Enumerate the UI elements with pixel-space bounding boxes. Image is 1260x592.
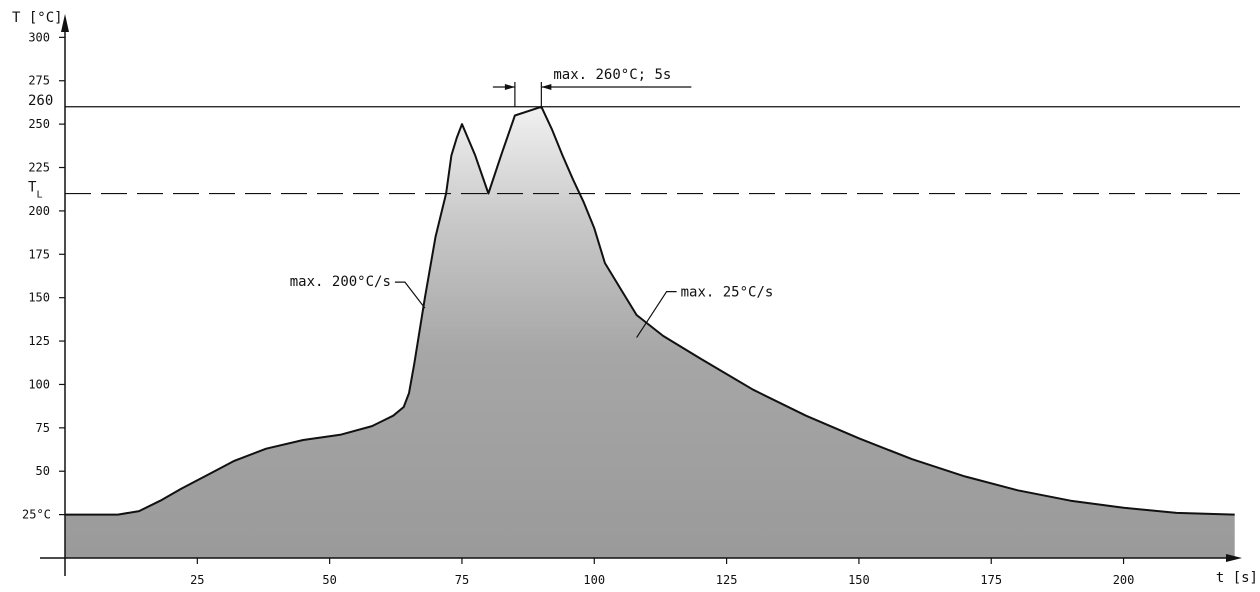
y-axis-title: T [°C] [12,10,63,26]
y-tick-label: 125 [28,334,50,348]
temperature-area [65,106,1235,559]
y-tick-label: 75 [36,421,50,435]
y-tick-label: 200 [28,204,50,218]
x-tick-label: 200 [1113,573,1135,587]
x-tick-label: 175 [980,573,1002,587]
x-tick-label: 75 [455,573,469,587]
x-tick-label: 125 [716,573,738,587]
x-tick-label: 100 [583,573,605,587]
cool-down-label: max. 25°C/s [681,285,774,301]
y-tick-label: 275 [28,74,50,88]
y-tick-label: 25°C [22,508,51,522]
area-layer [64,105,1235,559]
x-tick-label: 25 [190,573,204,587]
annotations: max. 260°C; 5s max. 200°C/s max. 25°C/s [290,67,774,338]
y-tick-label: 300 [28,30,50,44]
peak-window-right-arrow [541,84,552,90]
peak-window-left-arrow [504,84,515,90]
reference-line-label-2: TL [28,180,42,201]
reference-line-subscript: L [36,190,42,201]
temperature-curve [64,105,1235,516]
y-tick-label: 150 [28,291,50,305]
reference-line-label-1: 260 [28,93,53,109]
peak-window-label: max. 260°C; 5s [553,67,671,83]
reference-lines: 260 TL [28,93,1240,201]
cool-down-leader [636,290,677,338]
x-axis-title: t [s] [1216,570,1258,586]
x-tick-label: 150 [848,573,870,587]
y-tick-label: 250 [28,117,50,131]
ramp-up-label: max. 200°C/s [290,274,391,290]
ramp-up-leader [394,281,426,309]
x-axis-arrow [1226,554,1242,562]
y-tick-label: 50 [36,464,50,478]
x-tick-label: 50 [322,573,336,587]
y-axis-arrow [61,14,69,32]
y-tick-label: 225 [28,161,50,175]
axes: 25°C 50 75 100 125 150 175 200 225 250 275 300 25 50 7… [12,10,1258,587]
y-tick-label: 175 [28,247,50,261]
y-tick-label: 100 [28,377,50,391]
